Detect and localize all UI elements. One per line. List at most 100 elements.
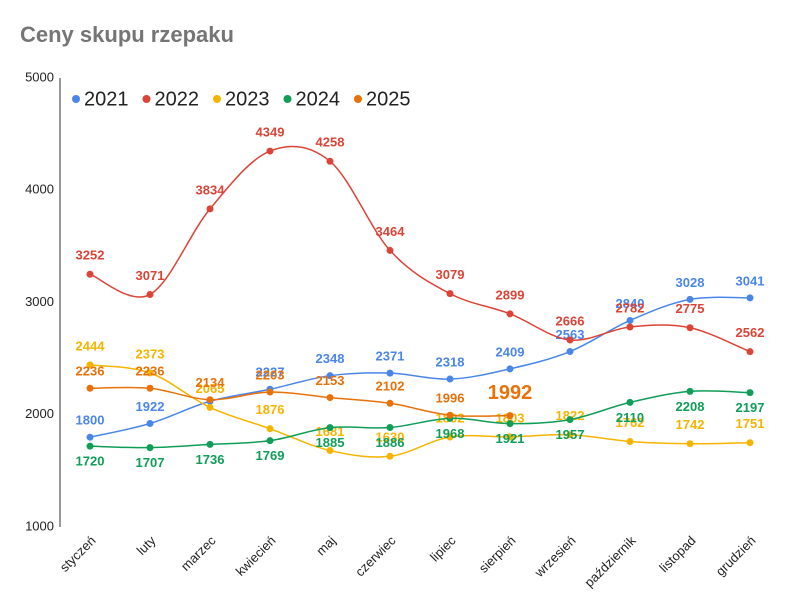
- data-label: 2102: [376, 379, 405, 394]
- series-line: [89, 364, 751, 458]
- data-label: 3071: [136, 268, 165, 283]
- point: [386, 369, 394, 377]
- x-tick-label: czerwiec: [352, 533, 399, 580]
- data-label: 1630: [376, 430, 405, 445]
- point: [86, 433, 94, 441]
- x-tick-label: marzec: [178, 533, 219, 574]
- data-label: 1762: [616, 415, 645, 430]
- point: [326, 447, 334, 455]
- data-label: 2371: [376, 349, 405, 364]
- point: [206, 440, 214, 448]
- point: [506, 412, 514, 420]
- data-label: 1769: [256, 448, 285, 463]
- point: [506, 365, 514, 373]
- data-label: 1968: [436, 426, 465, 441]
- data-label: 2666: [556, 313, 585, 328]
- point: [626, 323, 634, 331]
- data-label: 3028: [676, 275, 705, 290]
- data-label: 2134: [196, 375, 226, 390]
- data-label: 1922: [136, 399, 165, 414]
- x-tick-label: luty: [134, 533, 159, 558]
- data-label: 2236: [136, 364, 165, 379]
- point: [86, 361, 94, 369]
- point: [446, 290, 454, 298]
- data-label: 2065: [196, 381, 225, 396]
- point: [686, 387, 694, 395]
- data-label: 1996: [436, 391, 465, 406]
- point: [506, 433, 514, 441]
- data-label: 1876: [256, 402, 285, 417]
- legend-marker: [142, 95, 151, 103]
- data-label: 1921: [496, 431, 525, 446]
- series-line: [89, 296, 751, 438]
- point: [206, 396, 214, 404]
- legend-marker: [354, 95, 362, 103]
- data-label: 1720: [76, 454, 105, 469]
- point: [566, 348, 574, 356]
- point: [326, 372, 334, 380]
- data-label: 1822: [556, 408, 585, 423]
- point: [266, 425, 274, 433]
- point: [626, 316, 634, 324]
- data-label: 2348: [316, 351, 345, 366]
- data-label: 1992: [488, 382, 533, 404]
- point: [326, 157, 334, 165]
- data-label: 2373: [136, 346, 165, 361]
- data-label: 2110: [616, 410, 644, 425]
- data-label: 2444: [76, 338, 106, 353]
- y-tick-label: 5000: [25, 69, 54, 84]
- data-label: 1886: [376, 435, 405, 450]
- data-label: 1707: [136, 455, 165, 470]
- point: [566, 416, 574, 424]
- point: [566, 336, 574, 344]
- point: [686, 295, 694, 303]
- point: [386, 246, 394, 254]
- data-label: 2840: [616, 296, 645, 311]
- y-tick-label: 2000: [25, 406, 54, 421]
- x-tick-label: lipiec: [427, 533, 459, 565]
- point: [146, 291, 154, 299]
- point: [506, 420, 514, 428]
- point: [146, 369, 154, 377]
- point: [86, 442, 94, 450]
- data-label: 1885: [316, 435, 345, 450]
- legend-label: 2024: [296, 88, 341, 110]
- point: [626, 437, 634, 445]
- series-line: [89, 390, 751, 449]
- legend-marker: [72, 95, 80, 103]
- x-tick-label: listopad: [656, 533, 698, 575]
- point: [386, 399, 394, 407]
- x-tick-label: maj: [313, 533, 338, 558]
- x-tick-label: styczeń: [57, 533, 99, 575]
- point: [386, 424, 394, 432]
- series-line: [89, 145, 751, 353]
- data-label: 2775: [676, 301, 705, 316]
- point: [446, 433, 454, 441]
- y-tick-label: 1000: [25, 518, 54, 533]
- point: [446, 411, 454, 419]
- data-label: 2227: [256, 365, 285, 380]
- data-label: 1957: [556, 427, 585, 442]
- data-label: 2899: [496, 287, 525, 302]
- legend-label: 2023: [225, 88, 270, 110]
- data-label: 2562: [736, 325, 765, 340]
- point: [206, 205, 214, 213]
- x-tick-label: październik: [581, 533, 638, 590]
- legend-label: 2025: [366, 88, 411, 110]
- point: [326, 394, 334, 402]
- x-tick-label: wrzesień: [531, 533, 579, 581]
- point: [686, 440, 694, 448]
- data-label: 2197: [736, 400, 765, 415]
- point: [746, 348, 754, 356]
- series-line: [89, 386, 511, 417]
- point: [266, 147, 274, 155]
- y-tick-label: 4000: [25, 182, 54, 197]
- data-label: 2782: [616, 300, 645, 315]
- legend-marker: [213, 95, 221, 103]
- data-label: 1751: [736, 416, 765, 431]
- point: [86, 384, 94, 392]
- point: [746, 294, 754, 302]
- point: [566, 431, 574, 439]
- x-tick-label: grudzień: [713, 533, 759, 579]
